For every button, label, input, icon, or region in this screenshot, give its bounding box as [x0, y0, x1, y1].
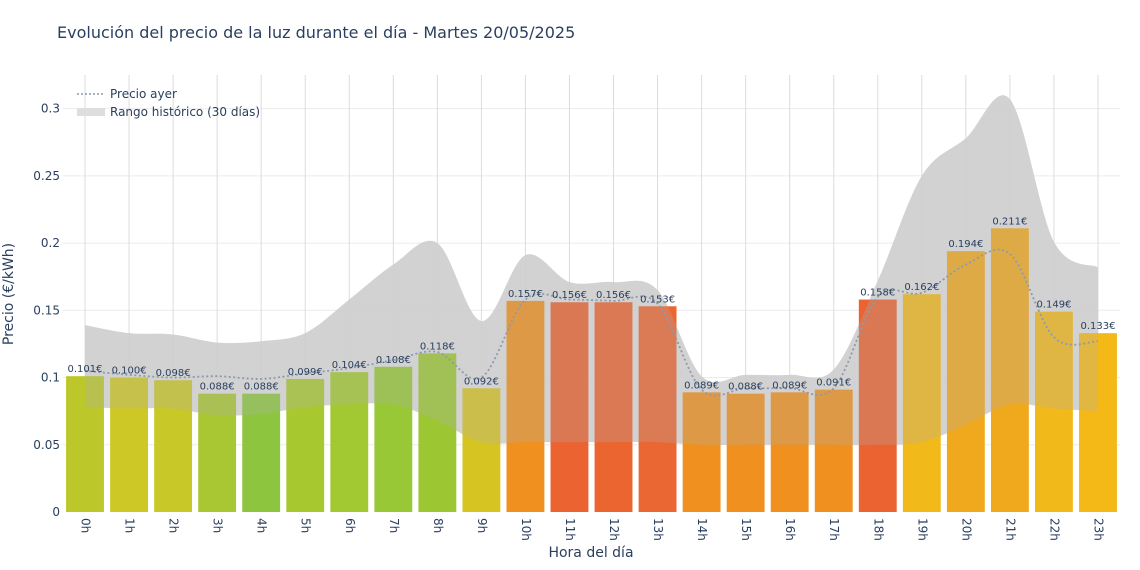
bar-value-label: 0.088€ [200, 382, 235, 393]
x-tick-label: 2h [167, 518, 181, 533]
price-bar [902, 294, 941, 512]
legend-item-rango-historico[interactable]: Rango histórico (30 días) [110, 105, 260, 119]
price-bar [418, 353, 457, 512]
x-tick-label: 20h [959, 518, 973, 541]
x-tick-label: 5h [299, 518, 313, 533]
x-tick-label: 0h [79, 518, 93, 533]
x-axis-title: Hora del día [548, 545, 633, 561]
chart-title: Evolución del precio de la luz durante e… [57, 23, 575, 42]
bar-value-label: 0.092€ [464, 376, 499, 387]
price-bar [726, 393, 765, 512]
x-tick-label: 19h [915, 518, 929, 541]
historical-range-overlay [85, 95, 1098, 445]
bar-value-label: 0.156€ [552, 290, 587, 301]
bar-value-label: 0.089€ [772, 380, 807, 391]
price-bar [462, 388, 501, 512]
price-bar [770, 392, 809, 512]
bar-value-label: 0.101€ [68, 364, 103, 375]
x-tick-label: 21h [1003, 518, 1017, 541]
y-tick-label: 0.3 [41, 102, 60, 116]
bar-value-label: 0.157€ [508, 289, 543, 300]
x-tick-label: 17h [827, 518, 841, 541]
price-bar [550, 302, 589, 512]
bar-value-label: 0.133€ [1080, 321, 1115, 332]
x-tick-label: 14h [695, 518, 709, 541]
price-bar [946, 251, 985, 512]
x-tick-label: 4h [255, 518, 269, 533]
x-axis-ticks: 0h 1h 2h 3h 4h 5h 6h 7h 8h 9h 10h 11h 12h 13h 14h 15h 16… [79, 518, 1106, 541]
bars [66, 228, 1117, 513]
price-bar [154, 380, 193, 512]
y-tick-label: 0.25 [33, 169, 60, 183]
bar-value-label: 0.162€ [904, 282, 939, 293]
bar-value-label: 0.088€ [728, 382, 763, 393]
bar-value-label: 0.158€ [860, 288, 895, 299]
x-tick-label: 1h [123, 518, 137, 533]
bar-value-label: 0.149€ [1036, 300, 1071, 311]
price-bar [1079, 333, 1117, 512]
price-bar [66, 376, 104, 512]
price-bar [374, 366, 413, 512]
price-bar [286, 378, 325, 512]
bar-value-label: 0.156€ [596, 290, 631, 301]
legend-item-precio-ayer[interactable]: Precio ayer [110, 87, 177, 101]
x-tick-label: 6h [343, 518, 357, 533]
price-bar [506, 300, 545, 512]
x-tick-label: 3h [211, 518, 225, 533]
bar-value-label: 0.104€ [332, 360, 367, 371]
price-bar [330, 372, 369, 512]
legend[interactable]: Precio ayer Rango histórico (30 días) [77, 87, 260, 119]
bar-value-label: 0.091€ [816, 378, 851, 389]
bar-value-label: 0.211€ [992, 216, 1027, 227]
x-tick-label: 7h [387, 518, 401, 533]
x-tick-label: 13h [651, 518, 665, 541]
x-tick-label: 22h [1047, 518, 1061, 541]
historical-range-area [85, 95, 1098, 445]
price-bar [198, 393, 237, 512]
bar-value-label: 0.118€ [420, 341, 455, 352]
price-bar [682, 392, 721, 512]
price-bar [858, 299, 897, 512]
x-tick-label: 12h [607, 518, 621, 541]
price-bar [1034, 311, 1073, 512]
x-tick-label: 23h [1091, 518, 1105, 541]
x-tick-label: 18h [871, 518, 885, 541]
y-tick-label: 0.2 [41, 236, 60, 250]
y-axis-ticks: 0 0.05 0.1 0.15 0.2 0.25 0.3 [33, 102, 60, 519]
price-bar [594, 302, 633, 512]
bar-value-label: 0.088€ [244, 382, 279, 393]
price-bar [638, 306, 677, 512]
y-axis-title: Precio (€/kWh) [1, 243, 17, 345]
bar-value-label: 0.089€ [684, 380, 719, 391]
x-tick-label: 16h [783, 518, 797, 541]
x-tick-label: 9h [475, 518, 489, 533]
bar-value-label: 0.098€ [156, 368, 191, 379]
y-tick-label: 0.15 [33, 303, 60, 317]
bar-value-label: 0.099€ [288, 367, 323, 378]
legend-band-swatch [77, 108, 105, 116]
bar-value-labels: 0.101€ 0.100€ 0.098€ 0.088€ 0.088€ 0.099€ 0.10… [68, 216, 1116, 392]
price-bar [814, 389, 853, 512]
price-bar [242, 393, 281, 512]
bar-value-label: 0.153€ [640, 294, 675, 305]
bar-value-label: 0.108€ [376, 355, 411, 366]
precio-ayer-line [84, 248, 1099, 397]
price-bar [110, 377, 149, 512]
y-tick-label: 0.05 [33, 438, 60, 452]
historical-range-band [85, 95, 1098, 445]
price-bar [990, 228, 1029, 513]
bar-value-label: 0.194€ [948, 239, 983, 250]
y-tick-label: 0 [52, 505, 60, 519]
y-tick-label: 0.1 [41, 371, 60, 385]
x-tick-label: 8h [431, 518, 445, 533]
bar-value-label: 0.100€ [112, 366, 147, 377]
x-tick-label: 10h [519, 518, 533, 541]
previous-day-line [84, 248, 1099, 397]
x-tick-label: 15h [739, 518, 753, 541]
x-tick-label: 11h [563, 518, 577, 541]
historical-range-overlay-area [85, 95, 1098, 445]
